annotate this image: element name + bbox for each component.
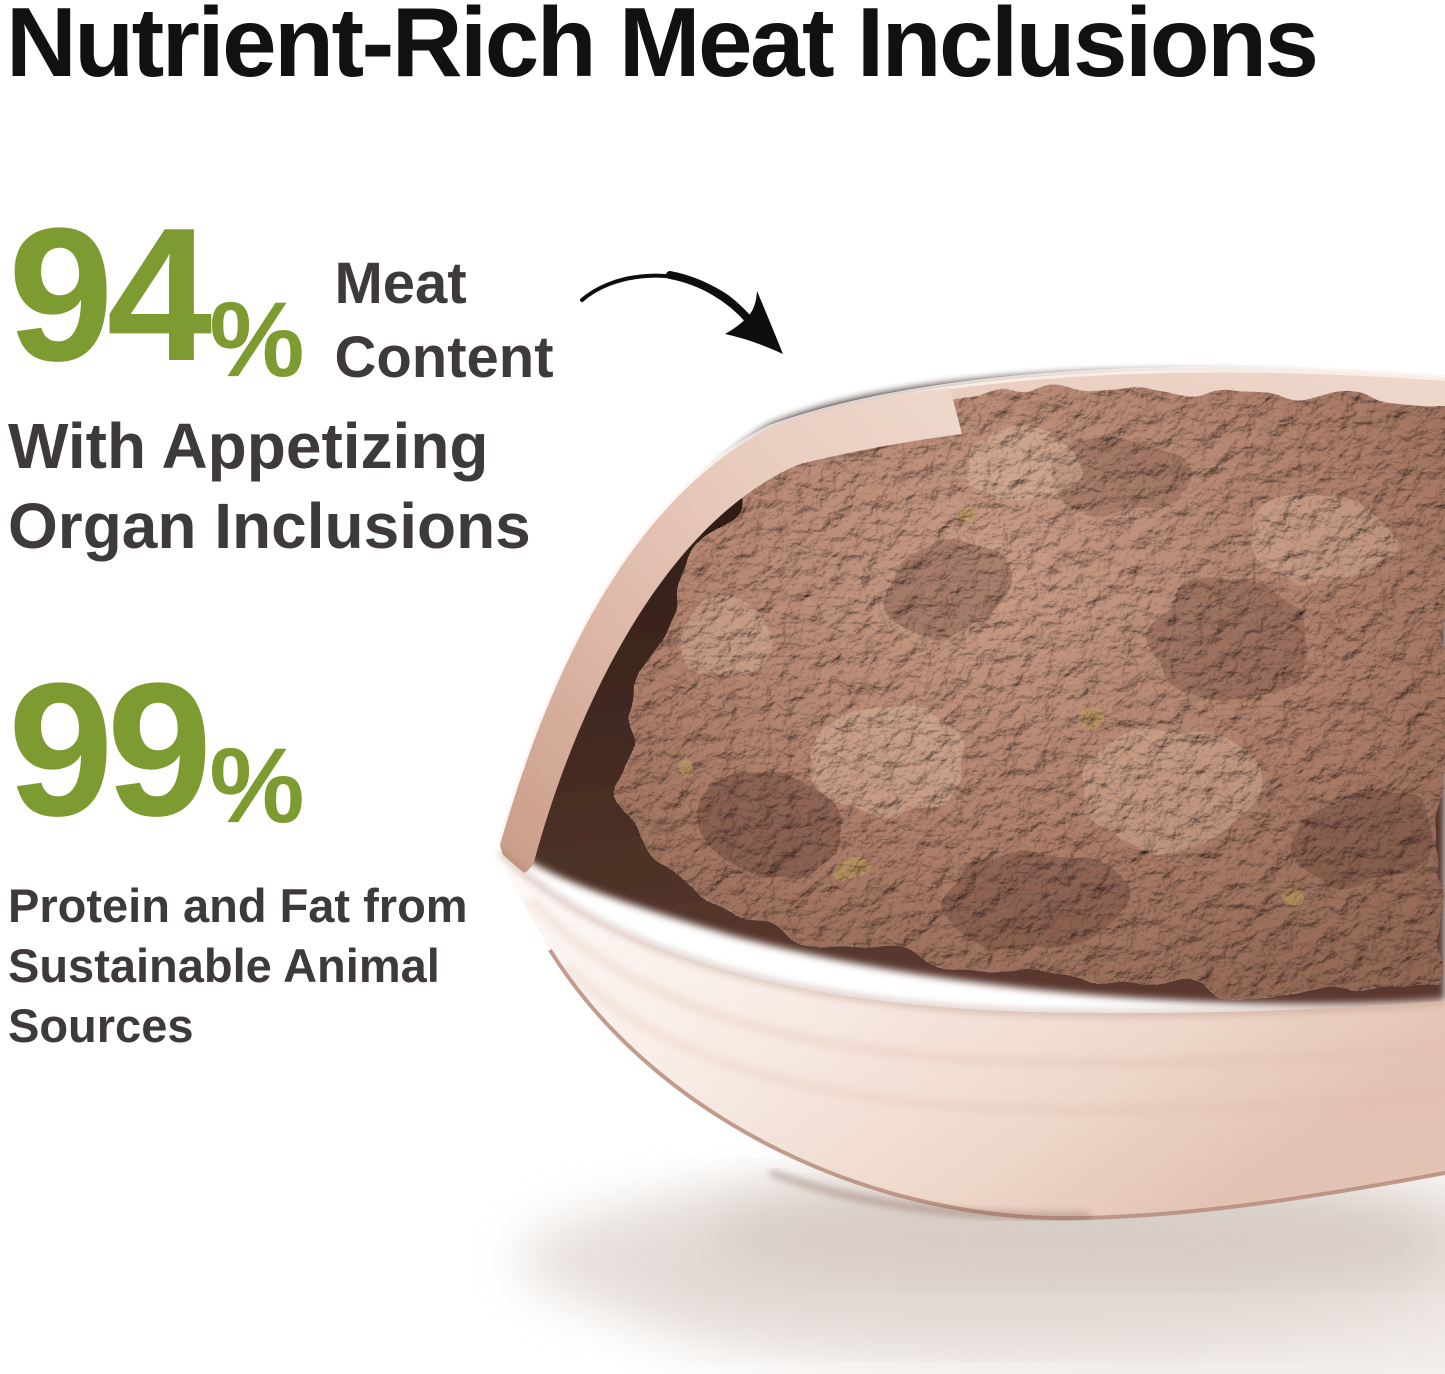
stat-meat-description-line1: With Appetizing xyxy=(8,410,489,482)
stat-meat-description-line2: Organ Inclusions xyxy=(8,490,531,562)
stat-protein-value: 99 xyxy=(8,644,212,856)
stat-meat-label-line2: Content xyxy=(334,325,554,390)
meat-food xyxy=(620,387,1445,992)
curved-arrow-icon xyxy=(570,262,805,374)
bowl-banding-2 xyxy=(561,961,1445,1116)
bowl-bottom-contact-shadow xyxy=(769,1169,1091,1219)
stat-protein-description-line3: Sources xyxy=(8,999,194,1052)
stat-protein-description-line1: Protein and Fat from xyxy=(8,879,468,932)
stat-meat-content: 94 % Meat Content xyxy=(8,189,554,401)
stat-meat-description: With Appetizing Organ Inclusions xyxy=(8,406,531,566)
stat-protein-fat: 99 % xyxy=(8,644,305,856)
arrow-tail-thick xyxy=(666,271,753,324)
stat-meat-percent-sign: % xyxy=(209,279,305,399)
bowl-banding-1 xyxy=(526,896,1445,1068)
food-bowl-svg xyxy=(497,366,1445,1374)
stat-protein-description: Protein and Fat from Sustainable Animal … xyxy=(8,876,468,1056)
stat-protein-description-line2: Sustainable Animal xyxy=(8,939,440,992)
stat-meat-value: 94 xyxy=(8,189,212,401)
bowl-shadow xyxy=(520,1165,1445,1374)
stat-protein-percent-sign: % xyxy=(209,724,305,845)
stat-meat-label: Meat Content xyxy=(334,247,553,395)
arrow-head xyxy=(725,291,783,354)
page-title: Nutrient-Rich Meat Inclusions xyxy=(6,0,1319,97)
stat-meat-label-line1: Meat xyxy=(334,251,467,316)
food-bowl-photo xyxy=(470,340,1445,1374)
bowl-lip-shadow xyxy=(498,850,1445,1016)
bowl-rim-left xyxy=(500,388,962,874)
curved-arrow-svg xyxy=(580,271,783,354)
